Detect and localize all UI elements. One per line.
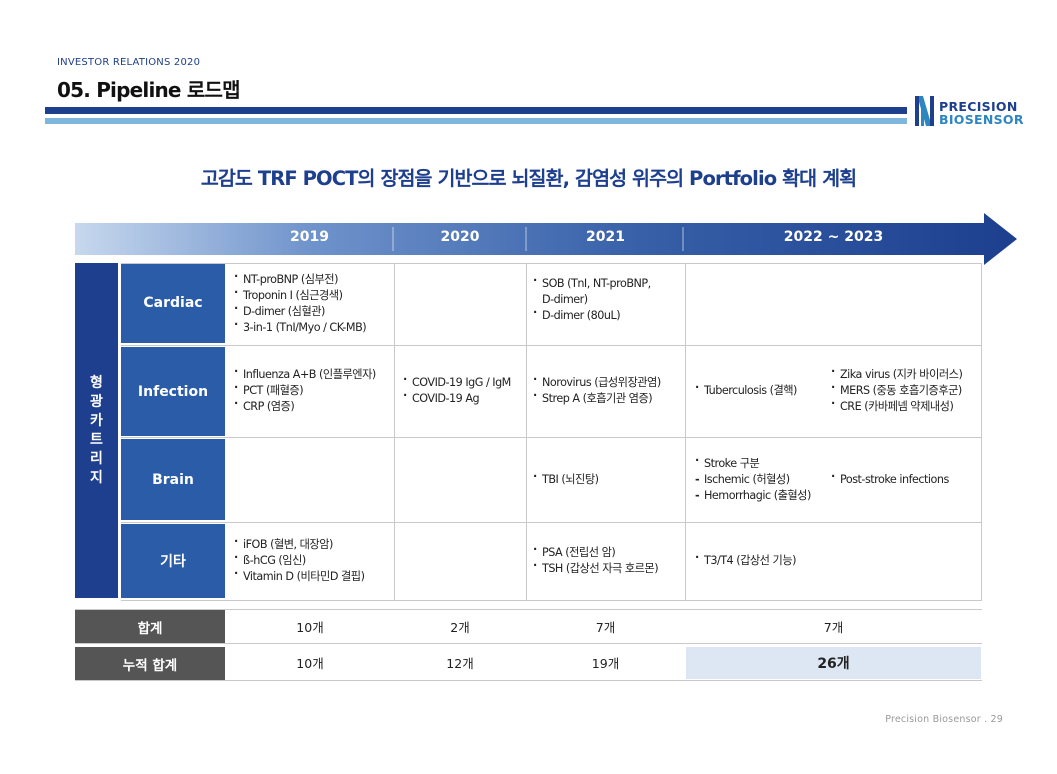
totals-2021: 7개 xyxy=(595,620,616,635)
list-item: Hemorrhagic (출혈성) xyxy=(695,488,811,504)
year-2020: 2020 xyxy=(440,229,480,245)
grid-line xyxy=(121,345,982,346)
category-cardiac: Cardiac xyxy=(121,263,225,343)
list-item: 3-in-1 (TnI/Myo / CK-MB) xyxy=(234,317,367,336)
cumulative-highlight xyxy=(686,647,981,679)
list-item: NT-proBNP (심부전) xyxy=(234,269,366,288)
list-item: CRE (카바페넴 약제내성) xyxy=(831,396,962,415)
cell-brain-2022b: Post-stroke infections xyxy=(831,440,949,519)
list-item: Stroke 구분 xyxy=(695,453,811,472)
list-item: Zika virus (지카 바이러스) xyxy=(831,364,963,383)
cell-cardiac-2019: NT-proBNP (심부전) Troponin I (심근경색) D-dime… xyxy=(234,266,367,342)
list-item: CRP (염증) xyxy=(234,396,376,415)
list-item: Troponin I (심근경색) xyxy=(234,285,366,304)
list-item: SOB (TnI, NT-proBNP, xyxy=(533,273,651,292)
side-label-char: 광 xyxy=(90,393,103,410)
timeline-arrow xyxy=(75,213,1017,265)
grid-line xyxy=(526,263,527,600)
cell-infection-2021: Norovirus (급성위장관염) Strep A (호흡기관 염증) xyxy=(533,348,661,434)
list-item: PSA (전립선 암) xyxy=(533,542,658,561)
list-item: D-dimer) xyxy=(542,293,588,306)
year-2021: 2021 xyxy=(586,229,625,245)
list-item: Norovirus (급성위장관염) xyxy=(533,372,661,391)
header-rule-light xyxy=(45,118,907,124)
side-label-char: 형 xyxy=(90,374,103,391)
category-brain: Brain xyxy=(121,439,225,520)
list-item: COVID-19 IgG / IgM xyxy=(403,372,511,391)
cell-infection-2019: Influenza A+B (인플루엔자) PCT (패혈증) CRP (염증) xyxy=(234,348,376,434)
headline: 고감도 TRF POCT의 장점을 기반으로 뇌질환, 감염성 위주의 Port… xyxy=(200,167,857,190)
year-2022-2023: 2022 ~ 2023 xyxy=(783,229,884,245)
cell-infection-2022b: Zika virus (지카 바이러스) MERS (중동 호흡기증후군) CR… xyxy=(831,348,963,434)
list-item: T3/T4 (갑상선 기능) xyxy=(695,550,796,569)
cell-other-2022a: T3/T4 (갑상선 기능) xyxy=(695,525,796,597)
grid-line xyxy=(394,263,395,600)
cell-other-2021: PSA (전립선 암) TSH (갑상선 자극 호르몬) xyxy=(533,525,659,597)
cell-infection-2020: COVID-19 IgG / IgM COVID-19 Ag xyxy=(403,348,511,434)
page-footer: Precision Biosensor . 29 xyxy=(885,714,1003,725)
category-other: 기타 xyxy=(121,524,225,598)
side-label-char: 리 xyxy=(90,450,103,467)
grid-line xyxy=(121,600,982,601)
grid-line xyxy=(685,263,686,600)
page-title: 05. Pipeline 로드맵 xyxy=(57,78,240,102)
list-item: Strep A (호흡기관 염증) xyxy=(533,388,661,407)
header-rule-dark xyxy=(45,107,907,114)
kicker: INVESTOR RELATIONS 2020 xyxy=(57,57,201,68)
list-item: TBI (뇌진탕) xyxy=(533,469,599,488)
cumulative-2019: 10개 xyxy=(296,656,324,671)
list-item: ß-hCG (임신) xyxy=(234,550,364,569)
totals-2020: 2개 xyxy=(450,620,470,635)
cell-brain-2022a: Stroke 구분 Ischemic (허혈성) Hemorrhagic (출혈… xyxy=(695,440,811,519)
cell-brain-2021: TBI (뇌진탕) xyxy=(533,440,599,519)
list-item: MERS (중동 호흡기증후군) xyxy=(831,380,962,399)
logo-text-line2: BIOSENSOR xyxy=(939,112,1024,127)
list-item: Vitamin D (비타민D 결핍) xyxy=(234,566,365,585)
cell-cardiac-2021: SOB (TnI, NT-proBNP, D-dimer) D-dimer (8… xyxy=(533,266,651,334)
cumulative-2021: 19개 xyxy=(591,656,620,671)
category-infection: Infection xyxy=(121,347,225,436)
side-label-char: 지 xyxy=(90,469,103,486)
grid-line xyxy=(121,437,982,438)
list-item: COVID-19 Ag xyxy=(403,388,511,407)
list-item: Influenza A+B (인플루엔자) xyxy=(234,364,376,383)
cumulative-2020: 12개 xyxy=(446,656,474,671)
totals-label: 합계 xyxy=(75,610,225,643)
sum-line xyxy=(75,643,982,644)
list-item: D-dimer (80uL) xyxy=(533,305,651,324)
side-label-char: 트 xyxy=(90,431,103,448)
list-item: TSH (갑상선 자극 호르몬) xyxy=(533,558,659,577)
year-2019: 2019 xyxy=(290,229,329,245)
list-item: Post-stroke infections xyxy=(831,469,949,488)
side-label-char: 카 xyxy=(90,412,103,429)
side-label-fluorescent-cartridge: 형 광 카 트 리 지 xyxy=(75,263,118,598)
cell-infection-2022a: Tuberculosis (결핵) xyxy=(695,348,797,434)
precision-biosensor-logo-mark-icon xyxy=(915,96,934,126)
list-item: PCT (패혈증) xyxy=(234,380,376,399)
grid-line xyxy=(981,263,982,600)
cumulative-label: 누적 합계 xyxy=(75,647,225,680)
cumulative-2022-2023: 26개 xyxy=(817,655,850,672)
sum-line xyxy=(75,680,982,681)
sum-line xyxy=(75,609,982,610)
list-item: Ischemic (허혈성) xyxy=(695,472,811,488)
totals-2022-2023: 7개 xyxy=(823,620,844,635)
list-item: D-dimer (심혈관) xyxy=(234,301,366,320)
logo-text-line1: PRECISION xyxy=(939,99,1018,114)
totals-2019: 10개 xyxy=(296,620,324,635)
list-item: Tuberculosis (결핵) xyxy=(695,380,797,399)
company-logo: PRECISION BIOSENSOR xyxy=(914,92,1029,130)
cell-other-2019: iFOB (혈변, 대장암) ß-hCG (임신) Vitamin D (비타민… xyxy=(234,525,365,597)
grid-line xyxy=(121,522,982,523)
grid-line xyxy=(121,263,982,264)
list-item: iFOB (혈변, 대장암) xyxy=(234,534,364,553)
